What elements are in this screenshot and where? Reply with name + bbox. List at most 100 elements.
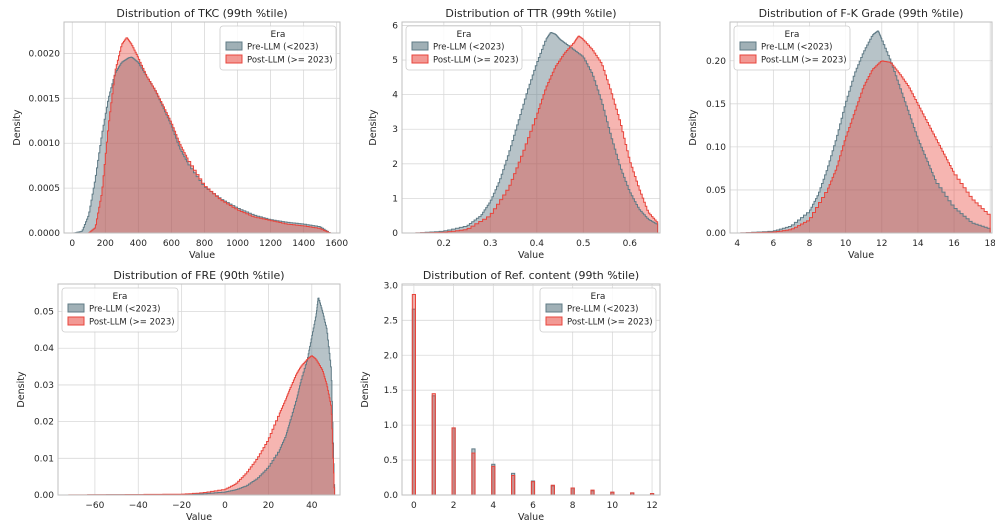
x-axis-label: Value <box>518 250 544 261</box>
x-tick-label: −20 <box>172 501 191 511</box>
bar-post-llm <box>431 393 436 496</box>
y-axis-label: Density <box>360 371 371 407</box>
legend-title: Era <box>113 292 128 302</box>
y-tick-label: 0 <box>392 229 398 239</box>
bar-post-llm <box>570 487 575 496</box>
y-axis-label: Density <box>688 109 699 145</box>
chart-title: Distribution of TTR (99th %tile) <box>445 7 616 20</box>
series-fill-post-llm <box>740 60 991 234</box>
x-tick-label: 1600 <box>325 239 348 249</box>
plot-area <box>411 293 655 496</box>
legend: Era Pre-LLM (<2023) Post-LLM (>= 2023) <box>219 25 337 71</box>
x-tick-label: 12 <box>646 501 657 511</box>
legend-label-post-llm: Post-LLM (>= 2023) <box>247 56 333 66</box>
legend-title: Era <box>457 30 472 40</box>
legend-title: Era <box>785 30 800 40</box>
legend-swatch-pre-llm <box>225 41 243 51</box>
legend-label-pre-llm: Pre-LLM (<2023) <box>433 43 504 53</box>
legend-swatch-post-llm <box>739 54 757 64</box>
series-line-pre-llm <box>68 297 336 496</box>
y-tick-label: 0.05 <box>706 186 726 196</box>
legend-title: Era <box>271 30 286 40</box>
x-tick-label: 0.2 <box>437 239 451 249</box>
legend-swatch-pre-llm <box>545 303 563 313</box>
y-tick-label: 0.00 <box>34 491 54 501</box>
y-tick-label: 0.15 <box>706 100 726 110</box>
y-tick-label: 0.10 <box>706 143 726 153</box>
axes-frame <box>401 283 661 496</box>
y-tick-label: 0.5 <box>384 456 398 466</box>
x-tick-label: 10 <box>840 239 852 249</box>
legend-box <box>405 25 523 71</box>
bar-post-llm <box>491 465 496 496</box>
y-tick-label: 0.20 <box>706 57 726 67</box>
subplot-3: 4 6 8 10 12 14 16 18 0.00 0.05 0.10 0.15 0.20 Distrib… <box>688 7 995 261</box>
x-tick-label: 600 <box>163 239 180 249</box>
legend-title: Era <box>591 292 606 302</box>
x-tick-label: 1400 <box>292 239 315 249</box>
x-axis-label: Value <box>186 512 212 523</box>
y-tick-label: 1.5 <box>384 386 398 396</box>
legend-label-post-llm: Post-LLM (>= 2023) <box>89 318 175 328</box>
y-tick-label: 0.02 <box>34 418 54 428</box>
x-tick-label: 800 <box>196 239 213 249</box>
chart-title: Distribution of Ref. content (99th %tile… <box>423 269 639 282</box>
series-line-pre-llm <box>415 32 659 234</box>
legend-label-pre-llm: Pre-LLM (<2023) <box>247 43 318 53</box>
chart-title: Distribution of TKC (99th %tile) <box>116 7 287 20</box>
legend-swatch-post-llm <box>411 54 429 64</box>
legend: Era Pre-LLM (<2023) Post-LLM (>= 2023) <box>405 25 523 71</box>
subplot-1: 0 200 400 600 800 1000 1200 1400 1600 0.0000 0.000… <box>12 7 348 261</box>
subplot-4: −60 −40 −20 0 20 40 0.00 0.01 0.02 0.03 0.04 0.05 Di… <box>16 269 341 523</box>
y-tick-label: 0.04 <box>34 344 54 354</box>
legend: Era Pre-LLM (<2023) Post-LLM (>= 2023) <box>539 287 657 333</box>
y-tick-label: 3 <box>392 125 398 135</box>
legend-label-pre-llm: Pre-LLM (<2023) <box>567 305 638 315</box>
chart-title: Distribution of F-K Grade (99th %tile) <box>759 7 964 20</box>
x-tick-label: 0.4 <box>530 239 545 249</box>
legend-swatch-pre-llm <box>411 41 429 51</box>
y-tick-label: 0.03 <box>34 381 54 391</box>
y-tick-label: 2 <box>392 160 398 170</box>
bar-post-llm <box>471 452 476 496</box>
legend-box <box>219 25 337 71</box>
x-tick-label: 1200 <box>259 239 282 249</box>
plot-area <box>73 37 331 234</box>
x-tick-label: 8 <box>570 501 576 511</box>
x-axis-label: Value <box>189 250 215 261</box>
series-line-post-llm <box>415 35 659 234</box>
series-fill-pre-llm <box>73 57 331 233</box>
y-tick-label: 0.0005 <box>29 184 61 194</box>
series-line-pre-llm <box>740 30 991 234</box>
bar-post-llm <box>530 481 536 496</box>
x-tick-label: 0.3 <box>483 239 497 249</box>
axes-frame <box>401 21 661 234</box>
y-tick-label: 0.00 <box>706 229 726 239</box>
series-line-post-llm <box>68 355 336 496</box>
bar-post-llm <box>550 484 555 496</box>
series-fill-pre-llm <box>68 298 335 495</box>
legend-swatch-post-llm <box>67 316 85 326</box>
series-fill-post-llm <box>88 37 331 234</box>
x-axis-label: Value <box>848 250 874 261</box>
x-tick-label: 20 <box>263 501 275 511</box>
y-tick-label: 2.0 <box>384 351 399 361</box>
legend-box <box>539 287 657 333</box>
legend-box <box>733 25 851 71</box>
x-tick-label: 0.6 <box>623 239 638 249</box>
x-tick-label: −40 <box>129 501 148 511</box>
bar-post-llm <box>590 489 595 496</box>
x-tick-label: 4 <box>490 501 496 511</box>
legend-label-pre-llm: Pre-LLM (<2023) <box>89 305 160 315</box>
series-fill-post-llm <box>68 355 335 495</box>
legend-box <box>61 287 179 333</box>
x-tick-label: 6 <box>770 239 776 249</box>
subplot-2: 0.2 0.3 0.4 0.5 0.6 0 1 2 3 4 5 6 Distribution of TT… <box>368 7 661 261</box>
x-tick-label: 4 <box>734 239 740 249</box>
y-tick-label: 1 <box>392 194 398 204</box>
y-tick-label: 0.0020 <box>29 49 61 59</box>
x-tick-label: 10 <box>607 501 619 511</box>
x-tick-label: −60 <box>85 501 104 511</box>
y-tick-label: 0.01 <box>34 454 54 464</box>
